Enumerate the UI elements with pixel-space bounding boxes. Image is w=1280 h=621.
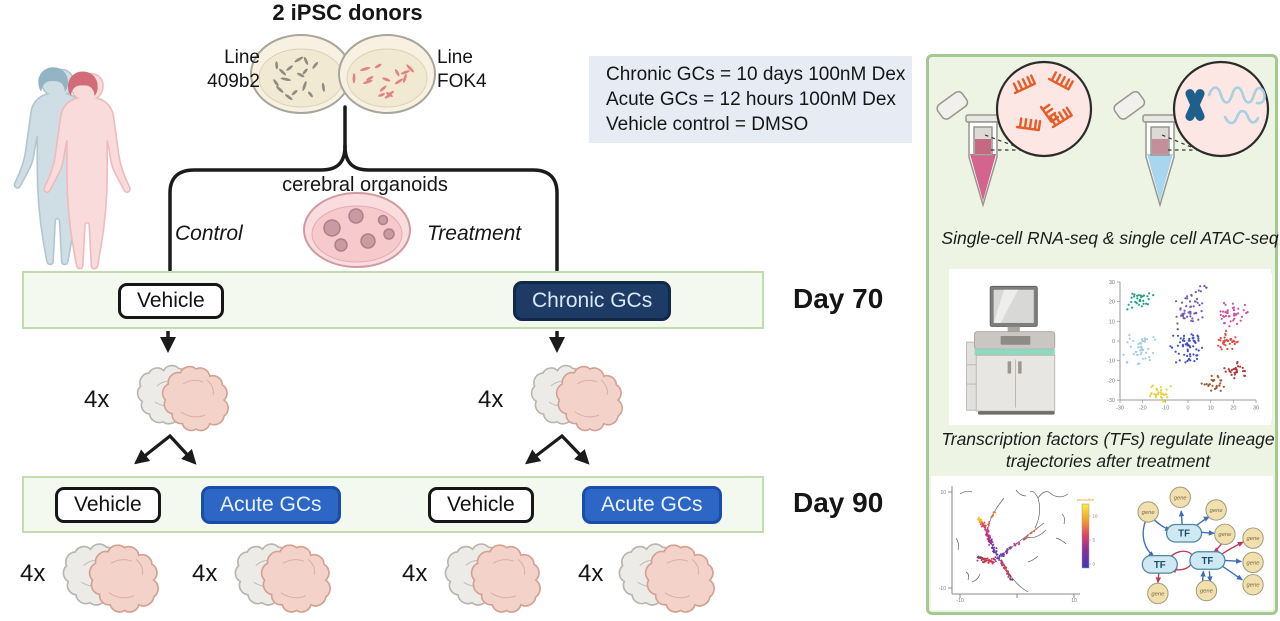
- chromatin-strand-icon: [1207, 86, 1266, 125]
- svg-text:TF: TF: [1154, 560, 1166, 571]
- replicate-count: 4x: [478, 386, 504, 413]
- svg-text:30: 30: [1109, 280, 1115, 286]
- day70-label: Day 70: [793, 283, 884, 314]
- sequencer-illustration: [966, 285, 1056, 415]
- legend-line-acute: Acute GCs = 12 hours 100nM Dex: [606, 89, 896, 110]
- donors-title: 2 iPSC donors: [272, 0, 423, 25]
- treatment-legend-box: Chronic GCs = 10 days 100nM Dex Acute GC…: [589, 56, 912, 143]
- svg-text:-30: -30: [1107, 398, 1115, 404]
- svg-text:gene: gene: [1142, 510, 1156, 516]
- svg-text:10: 10: [1208, 406, 1214, 412]
- line-409b2-label: Line 409b2: [207, 47, 260, 92]
- replicate-count: 4x: [20, 560, 46, 587]
- svg-text:-10: -10: [1107, 359, 1115, 365]
- svg-text:gene: gene: [1247, 536, 1261, 542]
- svg-text:-20: -20: [1107, 378, 1115, 384]
- vehicle-button-day70: Vehicle: [118, 283, 224, 319]
- organoid-pair-illustration: [136, 364, 229, 432]
- legend-line-vehicle: Vehicle control = DMSO: [606, 114, 809, 135]
- rna-strands-icon: [1012, 71, 1074, 132]
- svg-text:-30: -30: [1116, 406, 1124, 412]
- svg-text:gene: gene: [1200, 589, 1214, 595]
- organoid-pair-illustration: [62, 543, 159, 613]
- svg-text:gene: gene: [1210, 508, 1224, 514]
- svg-text:gene: gene: [1247, 560, 1261, 566]
- ipsc-donors-illustration: [13, 67, 131, 270]
- tf-caption: Transcription factors (TFs) regulate lin…: [941, 429, 1275, 472]
- atac-tube: [1113, 90, 1178, 208]
- pseudotime-trajectory-plot: 10 -10 -10 10 pseudotime 10 5 0: [932, 476, 1099, 610]
- flow-diagram-lines: [134, 34, 590, 465]
- organoid-dish: [303, 192, 411, 268]
- donor-silhouette-front: [43, 72, 131, 270]
- split-arrows: [134, 434, 590, 465]
- ipsc-dish-right: [338, 34, 436, 114]
- organoid-pair-illustration: [234, 543, 331, 613]
- replicate-count: 4x: [578, 560, 604, 587]
- svg-text:10: 10: [940, 490, 946, 496]
- donor-hair-back: [38, 67, 68, 92]
- svg-text:-10: -10: [939, 586, 946, 592]
- svg-text:20: 20: [1230, 406, 1236, 412]
- replicate-count: 4x: [192, 560, 218, 587]
- svg-text:TF: TF: [1178, 529, 1190, 540]
- tf-gene-network: gene gene gene gene gene gene gene gene gene TF TF…: [1103, 476, 1271, 610]
- svg-text:0: 0: [1112, 339, 1115, 345]
- day70-banner: Vehicle Chronic GCs: [22, 271, 764, 329]
- replicate-count: 4x: [402, 560, 428, 587]
- chronic-gcs-button: Chronic GCs: [513, 281, 672, 321]
- pseudotime-colorbar: [1081, 503, 1090, 569]
- svg-text:5: 5: [1093, 538, 1096, 543]
- acute-gcs-button-left: Acute GCs: [201, 486, 341, 524]
- branch-lines: [168, 105, 559, 272]
- cerebral-organoids-label: cerebral organoids: [282, 174, 448, 196]
- rna-tube: [936, 90, 1001, 208]
- svg-text:gene: gene: [1174, 495, 1188, 501]
- organoid-pair-illustration: [618, 543, 715, 613]
- chromosome-icon: [1185, 89, 1205, 121]
- svg-text:-20: -20: [1139, 406, 1147, 412]
- organoid-pair-illustration: [444, 543, 541, 613]
- svg-text:gene: gene: [1151, 591, 1165, 597]
- day90-label: Day 90: [793, 487, 884, 518]
- svg-text:0: 0: [1093, 562, 1096, 567]
- treatment-label: Treatment: [427, 222, 522, 245]
- svg-text:0: 0: [1186, 406, 1189, 412]
- vehicle-button-day90-right: Vehicle: [428, 487, 534, 523]
- donor-hair-front: [68, 71, 98, 96]
- day90-banner: Vehicle Acute GCs Vehicle Acute GCs: [22, 476, 764, 533]
- control-label: Control: [175, 222, 243, 245]
- replicate-count: 4x: [84, 386, 110, 413]
- svg-text:pseudotime: pseudotime: [1077, 498, 1095, 502]
- svg-text:TF: TF: [1201, 556, 1213, 567]
- tsne-cluster-plot: -30 -20 -10 0 10 20 30 -30 -20 -10 0 10 20 30: [1096, 274, 1272, 420]
- svg-text:20: 20: [1109, 300, 1115, 306]
- svg-text:10: 10: [1093, 514, 1099, 519]
- seq-caption: Single-cell RNA-seq & single cell ATAC-s…: [941, 228, 1279, 248]
- svg-text:gene: gene: [1218, 532, 1232, 538]
- svg-text:10: 10: [1071, 598, 1077, 604]
- svg-text:gene: gene: [1247, 583, 1261, 589]
- svg-text:30: 30: [1253, 406, 1259, 412]
- organoid-pair-illustration: [530, 364, 623, 432]
- vehicle-button-day90-left: Vehicle: [55, 487, 161, 523]
- line-fok4-label: Line FOK4: [437, 47, 487, 92]
- sample-tubes-illustration: [936, 60, 1270, 208]
- ipsc-dish-left: [250, 34, 352, 114]
- analysis-panel: Single-cell RNA-seq & single cell ATAC-s…: [926, 54, 1279, 615]
- legend-line-chronic: Chronic GCs = 10 days 100nM Dex: [606, 64, 906, 85]
- acute-gcs-button-right: Acute GCs: [582, 486, 722, 524]
- svg-text:-10: -10: [956, 598, 963, 604]
- treatment-arrows: [159, 331, 566, 354]
- svg-text:-10: -10: [1161, 406, 1169, 412]
- atac-magnifier-circle: [1172, 60, 1270, 158]
- svg-text:10: 10: [1109, 319, 1115, 325]
